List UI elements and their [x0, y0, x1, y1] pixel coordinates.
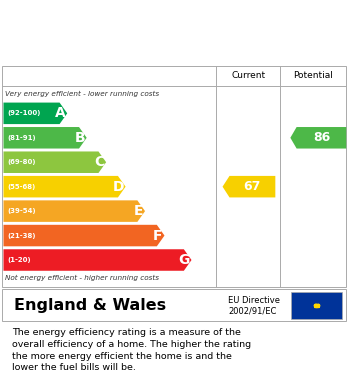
Text: E: E	[134, 204, 143, 218]
Text: Current: Current	[231, 72, 266, 81]
Text: B: B	[74, 131, 85, 145]
Text: England & Wales: England & Wales	[14, 298, 166, 313]
Text: 86: 86	[313, 131, 330, 144]
Text: (92-100): (92-100)	[8, 110, 41, 117]
Polygon shape	[3, 200, 145, 222]
Text: D: D	[112, 180, 124, 194]
Polygon shape	[3, 249, 191, 271]
Text: F: F	[153, 229, 163, 242]
Text: (1-20): (1-20)	[8, 257, 31, 263]
Text: (21-38): (21-38)	[8, 233, 36, 239]
Polygon shape	[3, 176, 126, 197]
Text: (55-68): (55-68)	[8, 184, 36, 190]
Text: Not energy efficient - higher running costs: Not energy efficient - higher running co…	[5, 274, 159, 280]
Text: A: A	[55, 106, 65, 120]
Polygon shape	[3, 225, 165, 246]
Text: Potential: Potential	[293, 72, 333, 81]
Polygon shape	[3, 127, 87, 149]
Polygon shape	[3, 102, 67, 124]
Text: (81-91): (81-91)	[8, 135, 36, 141]
Polygon shape	[3, 151, 106, 173]
Text: C: C	[94, 155, 104, 169]
Text: 67: 67	[244, 180, 261, 193]
Text: The energy efficiency rating is a measure of the
overall efficiency of a home. T: The energy efficiency rating is a measur…	[12, 328, 251, 373]
Polygon shape	[223, 176, 275, 197]
Text: G: G	[179, 253, 190, 267]
Text: (69-80): (69-80)	[8, 159, 36, 165]
Text: EU Directive
2002/91/EC: EU Directive 2002/91/EC	[228, 296, 280, 315]
Text: Very energy efficient - lower running costs: Very energy efficient - lower running co…	[5, 91, 159, 97]
Bar	[291, 292, 342, 319]
Text: (39-54): (39-54)	[8, 208, 36, 214]
Polygon shape	[290, 127, 346, 149]
Text: Energy Efficiency Rating: Energy Efficiency Rating	[10, 25, 220, 40]
